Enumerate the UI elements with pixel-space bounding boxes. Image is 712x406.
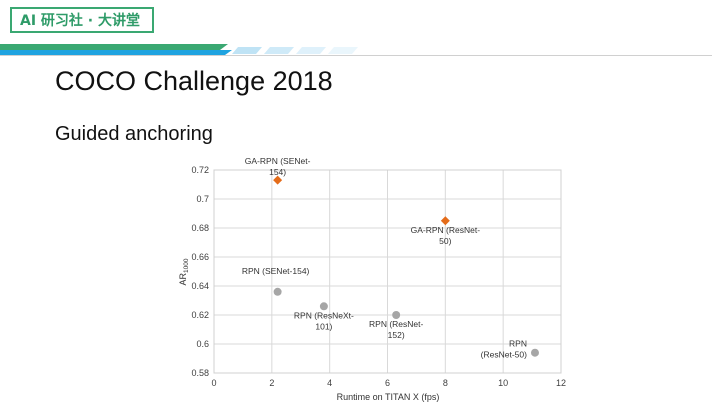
x-axis-title: Runtime on TITAN X (fps) bbox=[337, 392, 440, 402]
plot-area bbox=[213, 169, 562, 374]
x-tick-label: 8 bbox=[443, 378, 448, 388]
ga-rpn-point bbox=[440, 216, 450, 226]
stripe-light-2 bbox=[264, 47, 294, 54]
point-label-line: 154) bbox=[269, 167, 286, 177]
rpn-point bbox=[273, 287, 282, 296]
point-label: RPN (ResNet-50) bbox=[481, 339, 527, 360]
slide-title: COCO Challenge 2018 bbox=[55, 66, 333, 96]
y-tick-label: 0.7 bbox=[196, 194, 209, 204]
y-tick-label: 0.6 bbox=[196, 339, 209, 349]
brand-badge: AI 研习社 · 大讲堂 bbox=[10, 7, 154, 33]
scatter-chart: 0 2 4 6 8 10 120.580.60.620.640.660.680.70.72 … bbox=[178, 156, 566, 402]
header-stripe bbox=[0, 44, 712, 56]
point-label: GA-RPN (SENet-154) bbox=[245, 156, 311, 177]
rpn-point bbox=[530, 348, 539, 357]
data-points bbox=[273, 175, 539, 357]
tick-labels: 0 2 4 6 8 10 12 0.58 0.6 0.62 0.64 0.66 0.68 0.7 0.72 bbox=[191, 165, 566, 388]
point-label-line: 101) bbox=[315, 321, 332, 331]
x-tick-label: 0 bbox=[211, 378, 216, 388]
y-axis-title: AR1000 bbox=[178, 258, 190, 285]
x-tick-label: 2 bbox=[269, 378, 274, 388]
y-tick-label: 0.64 bbox=[191, 281, 209, 291]
y-tick-label: 0.58 bbox=[191, 368, 209, 378]
point-label: RPN (ResNet-152) bbox=[369, 319, 423, 340]
point-label: GA-RPN (ResNet-50) bbox=[411, 225, 481, 246]
y-tick-label: 0.62 bbox=[191, 310, 209, 320]
stripe-light-3 bbox=[296, 47, 326, 54]
point-label-line: RPN bbox=[509, 339, 527, 349]
point-label-line: RPN (SENet-154) bbox=[242, 266, 310, 276]
point-label: RPN (SENet-154) bbox=[242, 266, 310, 276]
ga-rpn-point bbox=[273, 175, 283, 185]
slide-subtitle: Guided anchoring bbox=[55, 123, 213, 145]
x-tick-label: 12 bbox=[556, 378, 566, 388]
point-label-line: GA-RPN (ResNet- bbox=[411, 225, 481, 235]
y-axis-title-main: AR bbox=[178, 272, 188, 285]
point-label-line: RPN (ResNeXt- bbox=[294, 310, 354, 320]
stripe-blue bbox=[0, 50, 232, 55]
point-label-line: 152) bbox=[388, 330, 405, 340]
y-axis-title-sub: 1000 bbox=[183, 258, 190, 273]
rpn-point bbox=[392, 311, 401, 319]
y-tick-label: 0.66 bbox=[191, 252, 209, 262]
x-tick-label: 6 bbox=[385, 378, 390, 388]
grid bbox=[213, 169, 562, 374]
stripe-light-1 bbox=[232, 47, 262, 54]
x-tick-label: 4 bbox=[327, 378, 332, 388]
stripe-light-4 bbox=[328, 47, 358, 54]
y-tick-label: 0.68 bbox=[191, 223, 209, 233]
point-label-line: 50) bbox=[439, 236, 451, 246]
brand-badge-text: AI 研习社 · 大讲堂 bbox=[20, 13, 140, 29]
point-label-line: (ResNet-50) bbox=[481, 350, 527, 360]
stripe-green bbox=[0, 44, 228, 50]
point-label-line: RPN (ResNet- bbox=[369, 319, 423, 329]
rpn-point bbox=[319, 302, 328, 311]
point-label: RPN (ResNeXt-101) bbox=[294, 310, 354, 331]
x-tick-label: 10 bbox=[498, 378, 508, 388]
data-labels: GA-RPN (SENet-154) GA-RPN (ResNet-50) RPN … bbox=[242, 156, 527, 360]
y-tick-label: 0.72 bbox=[191, 165, 209, 175]
point-label-line: GA-RPN (SENet- bbox=[245, 156, 311, 166]
